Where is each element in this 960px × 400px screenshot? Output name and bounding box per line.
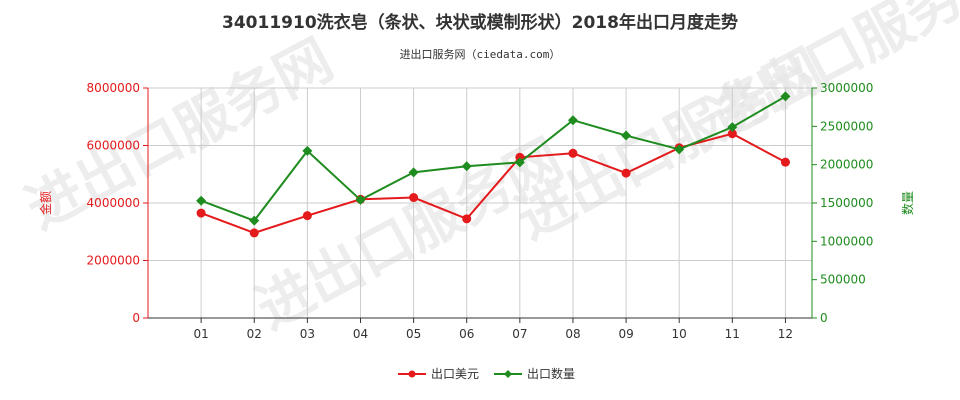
right-tick-label: 2500000	[820, 119, 873, 133]
right-tick-label: 1000000	[820, 234, 873, 248]
chart-title: 34011910洗衣皂（条状、块状或模制形状）2018年出口月度走势	[222, 13, 738, 33]
left-axis-label: 金额	[38, 191, 53, 215]
data-point-出口数量	[249, 215, 260, 226]
data-point-出口美元	[568, 148, 578, 158]
series-layer	[196, 91, 791, 238]
data-point-出口数量	[727, 122, 738, 133]
x-tick-label: 04	[353, 327, 368, 341]
x-tick-label: 06	[459, 327, 474, 341]
x-tick-label: 08	[565, 327, 580, 341]
data-point-出口数量	[355, 194, 366, 205]
legend-marker	[408, 370, 416, 378]
data-point-出口美元	[621, 168, 631, 178]
left-tick-label: 8000000	[87, 81, 140, 95]
data-point-出口数量	[621, 130, 632, 141]
x-tick-label: 10	[672, 327, 687, 341]
data-point-出口数量	[780, 91, 791, 102]
x-tick-label: 12	[778, 327, 793, 341]
data-point-出口数量	[461, 161, 472, 172]
x-tick-label: 02	[247, 327, 262, 341]
x-tick-label: 01	[193, 327, 208, 341]
data-point-出口数量	[408, 167, 419, 178]
left-tick-label: 2000000	[87, 254, 140, 268]
right-tick-label: 3000000	[820, 81, 873, 95]
data-point-出口美元	[727, 129, 737, 139]
right-tick-label: 0	[820, 311, 828, 325]
right-axis-label: 数量	[900, 191, 915, 215]
left-tick-label: 4000000	[87, 196, 140, 210]
watermark-text: 进出口服务网	[16, 27, 343, 242]
left-tick-label: 0	[132, 311, 140, 325]
data-point-出口美元	[462, 214, 472, 224]
data-point-出口美元	[780, 157, 790, 167]
legend: 出口美元 出口数量	[398, 366, 575, 381]
data-point-出口数量	[674, 144, 685, 155]
x-tick-label: 07	[512, 327, 527, 341]
legend-label: 出口美元	[431, 367, 479, 381]
data-point-出口美元	[196, 208, 206, 218]
data-point-出口美元	[302, 211, 312, 221]
right-tick-label: 2000000	[820, 158, 873, 172]
data-point-出口数量	[196, 195, 207, 206]
data-point-出口数量	[302, 145, 313, 156]
right-tick-label: 1500000	[820, 196, 873, 210]
chart-subtitle: 进出口服务网（ciedata.com）	[399, 48, 561, 61]
legend-label: 出口数量	[527, 366, 575, 381]
data-point-出口美元	[409, 193, 419, 203]
data-point-出口数量	[567, 115, 578, 126]
x-tick-label: 05	[406, 327, 421, 341]
x-tick-label: 11	[725, 327, 740, 341]
series-line-出口数量	[200, 95, 786, 222]
left-tick-label: 6000000	[87, 139, 140, 153]
right-tick-label: 500000	[820, 273, 866, 287]
data-point-出口数量	[514, 157, 525, 168]
axes-layer: 0 2000000 4000000 6000000 8000000 金额 0 500000 10…	[38, 81, 915, 341]
data-point-出口美元	[249, 228, 259, 238]
x-tick-label: 03	[300, 327, 315, 341]
x-tick-label: 09	[618, 327, 633, 341]
legend-marker	[504, 370, 512, 378]
